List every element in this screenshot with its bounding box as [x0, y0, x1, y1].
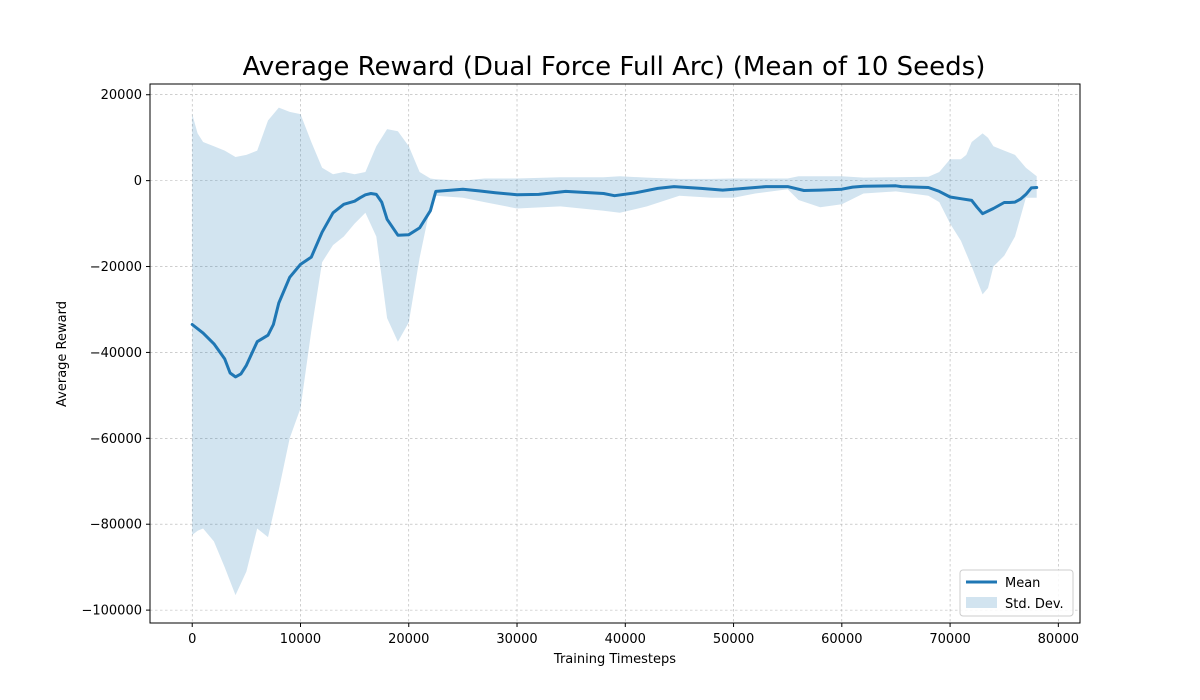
std-dev-band-layer [192, 107, 1037, 596]
x-tick-label: 80000 [1038, 632, 1079, 647]
plot-frame [149, 83, 1081, 624]
y-tick-label: −100000 [81, 604, 142, 619]
y-tick-label: 0 [134, 174, 142, 189]
x-tick-label: 10000 [280, 632, 321, 647]
legend-mean-label: Mean [1005, 576, 1040, 591]
legend-band-label: Std. Dev. [1005, 597, 1064, 612]
y-tick-label: 20000 [101, 88, 142, 103]
x-tick-label: 60000 [821, 632, 862, 647]
grid [150, 84, 1080, 623]
x-tick-label: 50000 [713, 632, 754, 647]
y-axis-label: Average Reward [55, 301, 70, 407]
x-axis-label: Training Timesteps [553, 652, 676, 667]
legend-band-swatch [966, 597, 997, 608]
y-tick-label: −60000 [90, 432, 142, 447]
y-tick-label: −20000 [90, 260, 142, 275]
legend: Mean Std. Dev. [959, 569, 1074, 617]
y-tick-label: −80000 [90, 518, 142, 533]
mean-line-layer [190, 184, 1039, 379]
std-dev-band [192, 107, 1037, 596]
x-tick-label: 0 [188, 632, 196, 647]
x-tick-label: 70000 [929, 632, 970, 647]
x-tick-label: 40000 [605, 632, 646, 647]
x-tick-label: 30000 [496, 632, 537, 647]
mean-line [190, 184, 1039, 379]
chart-title: Average Reward (Dual Force Full Arc) (Me… [243, 52, 986, 82]
x-tick-label: 20000 [388, 632, 429, 647]
y-tick-label: −40000 [90, 346, 142, 361]
y-axis-ticks: −100000 −80000 −60000 −40000 −20000 0 20000 [81, 88, 150, 619]
x-axis-ticks: 0 10000 20000 30000 40000 50000 60000 70000 8000… [188, 623, 1079, 647]
